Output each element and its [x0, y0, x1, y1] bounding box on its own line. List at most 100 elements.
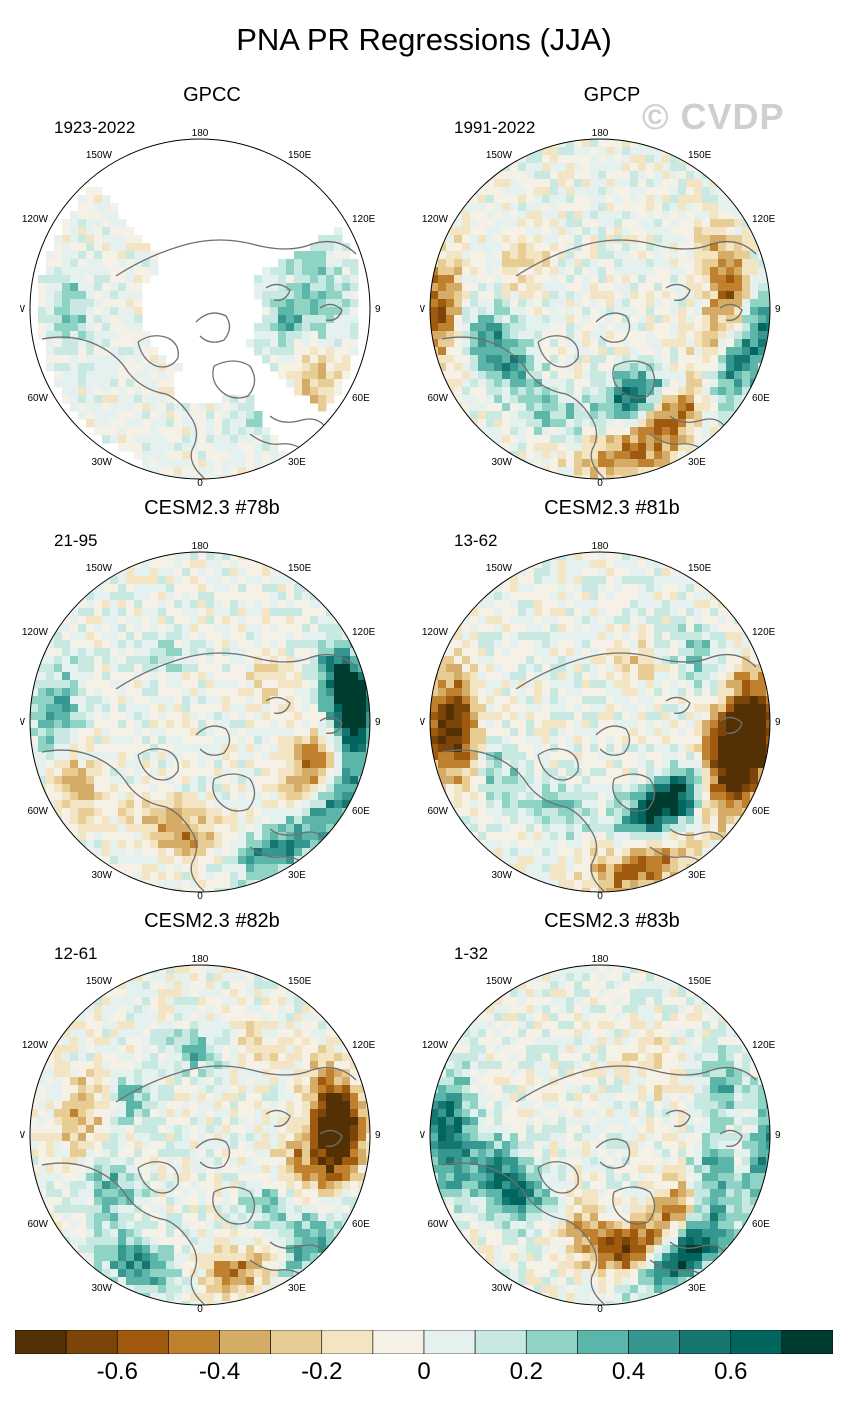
field-cell: [654, 163, 663, 172]
field-cell: [286, 323, 295, 332]
field-cell: [46, 640, 55, 649]
field-cell: [646, 155, 655, 164]
field-cell: [150, 576, 159, 585]
field-cell: [246, 640, 255, 649]
field-cell: [470, 768, 479, 777]
field-cell: [86, 808, 95, 817]
field-cell: [126, 235, 135, 244]
field-cell: [174, 600, 183, 609]
field-cell: [502, 219, 511, 228]
panel-period: 1991-2022: [454, 118, 536, 137]
field-cell: [470, 363, 479, 372]
field-cell: [622, 680, 631, 689]
field-cell: [62, 323, 71, 332]
field-cell: [190, 768, 199, 777]
field-cell: [214, 864, 223, 873]
field-cell: [150, 736, 159, 745]
field-cell: [478, 203, 487, 212]
field-cell: [310, 784, 319, 793]
field-cell: [262, 672, 271, 681]
field-cell: [686, 680, 695, 689]
field-cell: [598, 459, 607, 468]
field-cell: [102, 648, 111, 657]
field-cell: [270, 339, 279, 348]
field-cell: [150, 632, 159, 641]
field-cell: [678, 179, 687, 188]
field-cell: [510, 632, 519, 641]
field-cell: [654, 283, 663, 292]
field-cell: [534, 379, 543, 388]
field-cell: [446, 728, 455, 737]
field-cell: [550, 435, 559, 444]
field-cell: [566, 712, 575, 721]
field-cell: [190, 784, 199, 793]
field-cell: [334, 736, 343, 745]
field-cell: [502, 203, 511, 212]
field-cell: [302, 760, 311, 769]
field-cell: [550, 411, 559, 420]
field-cell: [734, 211, 743, 220]
field-cell: [454, 363, 463, 372]
field-cell: [494, 592, 503, 601]
field-cell: [470, 680, 479, 689]
field-cell: [542, 403, 551, 412]
field-cell: [342, 251, 351, 260]
field-cell: [670, 419, 679, 428]
field-cell: [614, 752, 623, 761]
field-cell: [342, 656, 351, 665]
field-cell: [606, 307, 615, 316]
field-cell: [134, 267, 143, 276]
field-cell: [566, 560, 575, 569]
field-cell: [510, 371, 519, 380]
field-cell: [350, 680, 359, 689]
field-cell: [574, 195, 583, 204]
field-cell: [86, 291, 95, 300]
field-cell: [542, 275, 551, 284]
field-cell: [486, 363, 495, 372]
field-cell: [102, 632, 111, 641]
field-cell: [126, 600, 135, 609]
field-cell: [694, 355, 703, 364]
field-cell: [566, 648, 575, 657]
field-cell: [470, 203, 479, 212]
field-cell: [750, 704, 759, 713]
field-cell: [70, 824, 79, 833]
longitude-label: 60W: [27, 806, 48, 817]
field-cell: [270, 632, 279, 641]
field-cell: [558, 275, 567, 284]
field-cell: [678, 275, 687, 284]
field-cell: [182, 696, 191, 705]
field-cell: [262, 307, 271, 316]
field-cell: [142, 427, 151, 436]
field-cell: [70, 363, 79, 372]
field-cell: [326, 624, 335, 633]
field-cell: [174, 872, 183, 881]
field-cell: [486, 592, 495, 601]
field-cell: [134, 243, 143, 252]
field-cell: [158, 624, 167, 633]
field-cell: [598, 600, 607, 609]
field-cell: [78, 195, 87, 204]
field-cell: [254, 624, 263, 633]
field-cell: [134, 251, 143, 260]
field-cell: [126, 656, 135, 665]
field-cell: [246, 848, 255, 857]
field-cell: [750, 355, 759, 364]
field-cell: [582, 592, 591, 601]
field-cell: [94, 227, 103, 236]
field-cell: [350, 347, 359, 356]
field-cell: [62, 235, 71, 244]
field-cell: [462, 419, 471, 428]
field-cell: [694, 195, 703, 204]
field-cell: [310, 760, 319, 769]
field-cell: [166, 824, 175, 833]
field-cell: [766, 728, 770, 737]
field-cell: [326, 275, 335, 284]
field-cell: [462, 616, 471, 625]
field-cell: [102, 275, 111, 284]
field-cell: [30, 736, 39, 745]
field-cell: [550, 187, 559, 196]
field-cell: [758, 379, 767, 388]
field-cell: [174, 680, 183, 689]
field-cell: [590, 259, 599, 268]
